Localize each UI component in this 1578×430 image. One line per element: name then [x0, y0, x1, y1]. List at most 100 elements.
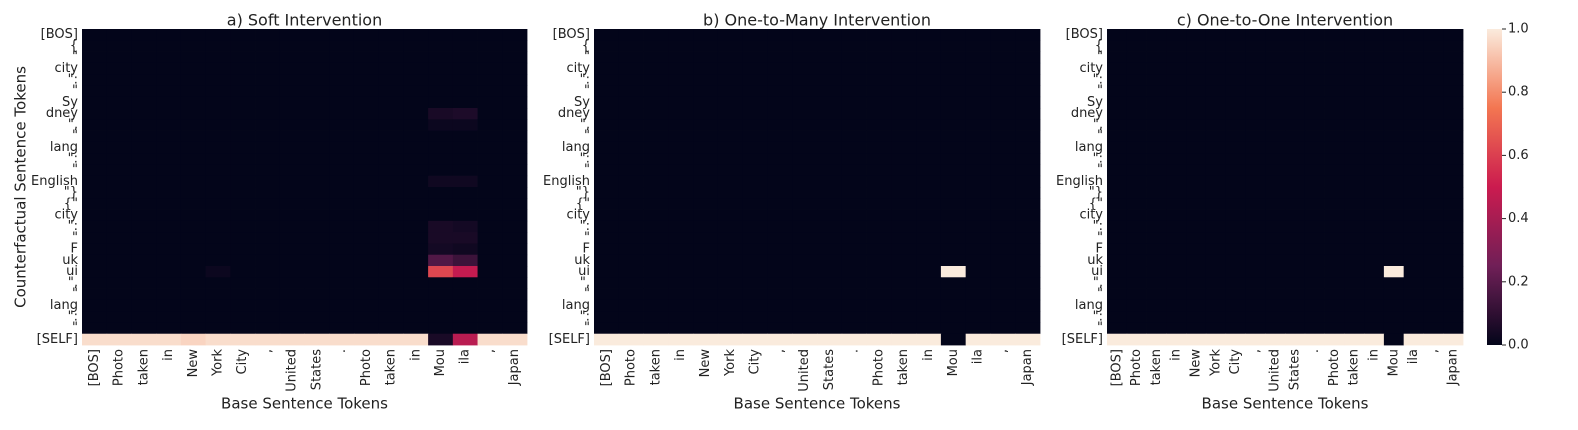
heatmap-cell	[452, 311, 478, 323]
heatmap-cell	[717, 175, 744, 188]
x-tick-label: taken	[384, 349, 399, 385]
heatmap-cell	[452, 164, 478, 177]
heatmap-cell	[643, 141, 669, 154]
heatmap-cell	[717, 130, 744, 143]
heatmap-cell	[742, 108, 768, 120]
heatmap-cell	[131, 198, 157, 210]
heatmap-cell	[1015, 141, 1041, 154]
y-tick-label: "	[584, 50, 590, 65]
heatmap-cell	[131, 141, 157, 154]
heatmap-cell	[1225, 187, 1246, 199]
heatmap-cell	[353, 288, 380, 301]
heatmap-cell	[1015, 198, 1041, 210]
heatmap-cell	[428, 311, 454, 323]
heatmap-cell	[1245, 119, 1266, 131]
heatmap-cell	[866, 209, 892, 222]
heatmap-cell	[1344, 108, 1365, 120]
heatmap-cell	[916, 333, 942, 346]
heatmap-cell	[717, 96, 744, 109]
heatmap-cell	[1285, 51, 1306, 64]
heatmap-cell	[940, 198, 967, 210]
y-tick-label: ":	[68, 219, 78, 234]
heatmap-cell	[255, 299, 281, 312]
heatmap-cell	[304, 322, 330, 335]
heatmap-cell	[1015, 40, 1041, 52]
heatmap-cell	[1304, 311, 1325, 323]
heatmap-cell	[353, 74, 380, 86]
heatmap-cell	[1403, 254, 1424, 267]
heatmap-cell	[1344, 187, 1365, 199]
heatmap-cell	[1423, 85, 1444, 98]
heatmap-cell	[1186, 96, 1207, 109]
heatmap-cell	[916, 51, 942, 64]
heatmap-cell	[1364, 266, 1385, 278]
heatmap-cell	[131, 119, 157, 131]
heatmap-cell	[255, 164, 281, 177]
heatmap-cell	[891, 164, 917, 177]
heatmap-cell	[180, 209, 207, 222]
heatmap-cell	[1364, 153, 1385, 165]
heatmap-cell	[916, 153, 942, 165]
y-tick-label: ",	[68, 117, 78, 132]
heatmap-cell	[1423, 51, 1444, 64]
heatmap-cell	[717, 198, 744, 210]
y-tick-label: [SELF]	[37, 332, 78, 347]
heatmap-cell	[329, 29, 355, 41]
heatmap-cell	[1205, 40, 1227, 52]
y-tick-label: F	[583, 242, 590, 257]
heatmap-cell	[891, 311, 917, 323]
heatmap-cell	[1285, 254, 1306, 267]
heatmap-cell	[1403, 232, 1424, 244]
x-tick-label: ,	[1426, 349, 1441, 353]
y-tick-label: "	[1097, 84, 1103, 99]
heatmap-cell	[304, 266, 330, 278]
heatmap-cell	[428, 108, 454, 120]
heatmap-cell	[131, 220, 157, 233]
heatmap-cell	[1186, 243, 1207, 256]
heatmap-cell	[378, 51, 404, 64]
heatmap-cell	[428, 266, 454, 278]
heatmap-cell	[1146, 175, 1167, 188]
x-tick-label: ila	[458, 349, 473, 364]
heatmap-cell	[866, 62, 892, 75]
heatmap-cell	[916, 175, 942, 188]
heatmap-cell	[1146, 164, 1167, 177]
heatmap-cell	[742, 175, 768, 188]
heatmap-cell	[82, 85, 108, 98]
heatmap-cell	[940, 288, 967, 301]
heatmap-cell	[353, 141, 380, 154]
heatmap-cell	[1225, 85, 1246, 98]
heatmap-cell	[353, 153, 380, 165]
heatmap-cell	[618, 130, 644, 143]
heatmap-cell	[279, 164, 305, 177]
heatmap-cell	[1443, 277, 1464, 289]
heatmap-cell	[643, 40, 669, 52]
heatmap-cell	[1107, 40, 1128, 52]
heatmap-cell	[131, 153, 157, 165]
heatmap-cell	[205, 333, 231, 346]
heatmap-cell	[1015, 288, 1041, 301]
heatmap-cell	[792, 198, 818, 210]
heatmap-cell	[940, 51, 967, 64]
heatmap-cell	[1225, 220, 1246, 233]
heatmap-cell	[255, 29, 281, 41]
heatmap-cell	[353, 96, 380, 109]
x-tick-label: States	[309, 349, 324, 390]
heatmap-cell	[205, 119, 231, 131]
heatmap-cell	[990, 187, 1016, 199]
heatmap-cell	[1166, 311, 1187, 323]
heatmap-cell	[353, 333, 380, 346]
heatmap-cell	[618, 96, 644, 109]
heatmap-cell	[618, 153, 644, 165]
heatmap-cell	[230, 254, 256, 267]
heatmap-cell	[353, 266, 380, 278]
heatmap-cell	[1383, 164, 1405, 177]
heatmap-cell	[230, 29, 256, 41]
heatmap-cell	[1245, 322, 1266, 335]
heatmap-cell	[668, 29, 694, 41]
heatmap-cell	[1126, 254, 1147, 267]
heatmap-cell	[82, 209, 108, 222]
heatmap-cell	[1403, 130, 1424, 143]
heatmap-cell	[180, 74, 207, 86]
heatmap-cell	[940, 164, 967, 177]
